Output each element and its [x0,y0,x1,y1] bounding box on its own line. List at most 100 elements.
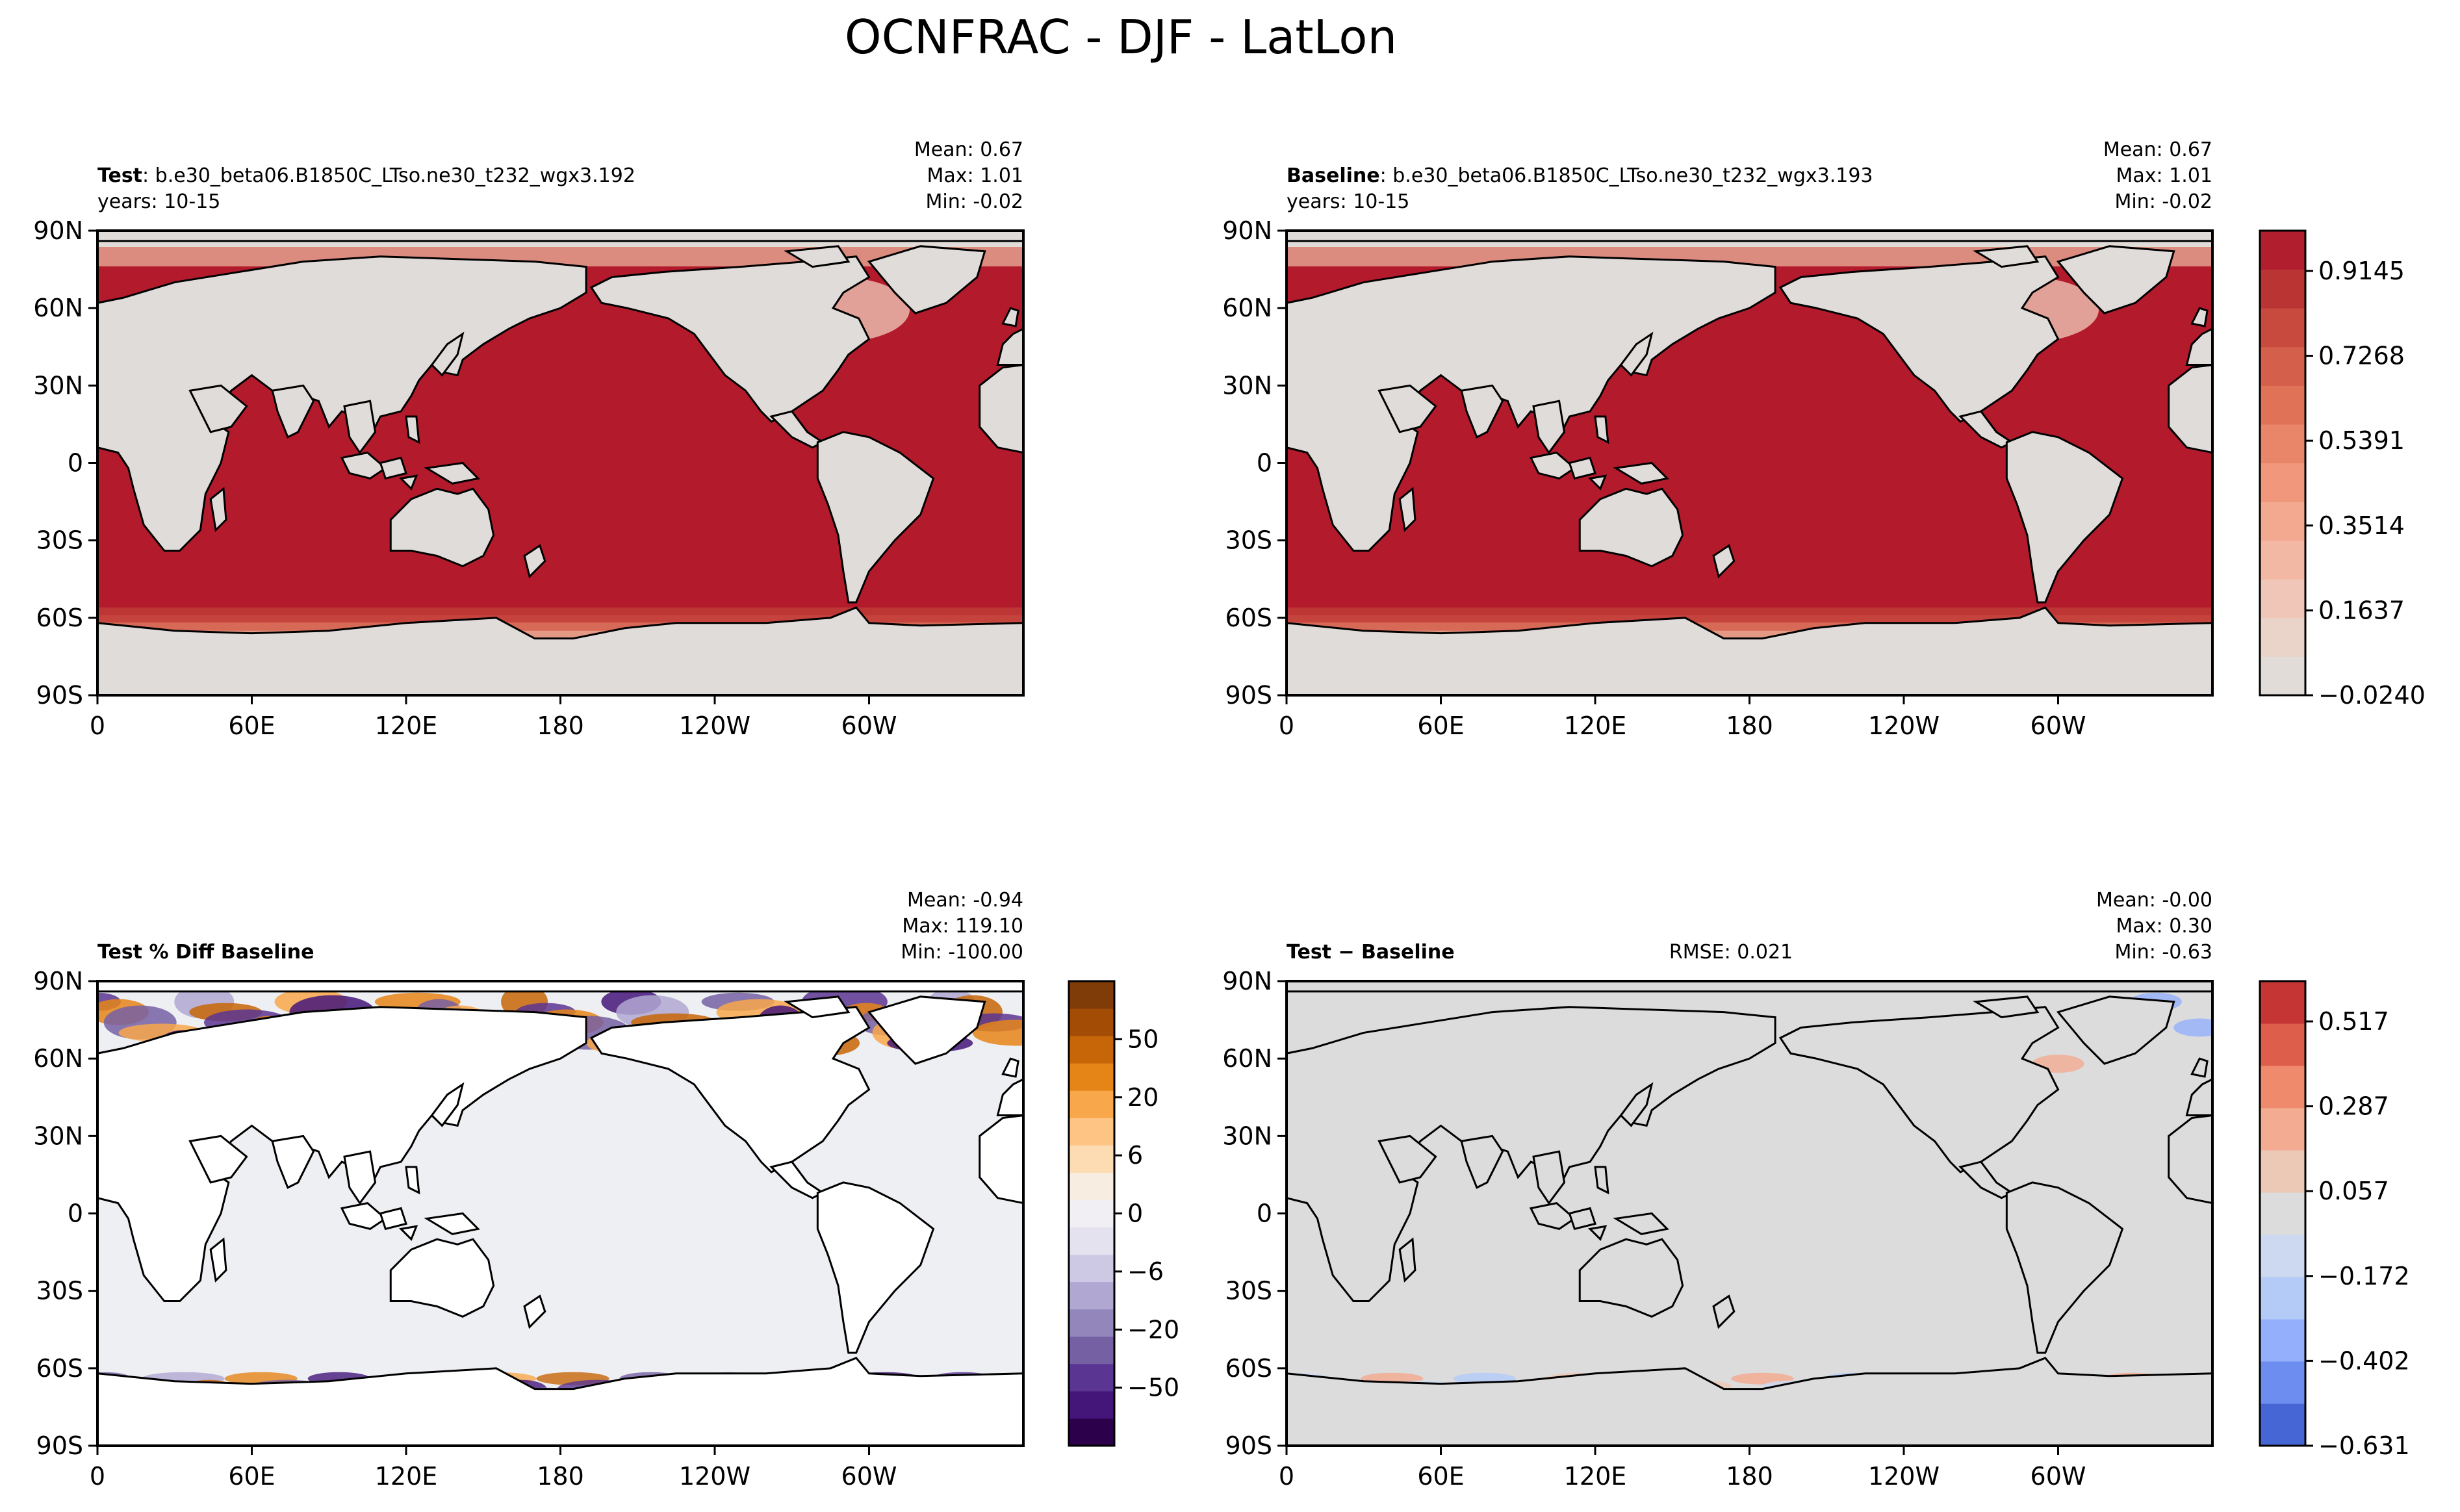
y-tick-label: 90N [33,967,83,995]
colorbar-swatch [2260,1066,2305,1108]
colorbar-swatch [1069,1118,1114,1146]
colorbar-frame [2259,980,2307,1447]
colorbar-tick-label: −50 [1127,1374,1179,1402]
colorbar-swatch [2260,1023,2305,1066]
colorbar-swatch [2260,1361,2305,1404]
map-field [97,231,1023,695]
colorbar-tick-label: 0.7268 [2318,342,2405,370]
rmse-label: RMSE: 0.021 [1669,941,1793,964]
colorbar-swatch [1069,1227,1114,1255]
map-field [1287,231,2212,695]
y-tick-label: 0 [68,1199,83,1228]
colorbar-swatch [2260,269,2305,309]
panel-case-kind: Test [97,164,142,187]
y-tick-label: 60S [36,604,83,632]
x-tick-label: 0 [90,1462,105,1491]
colorbar-tick-label: 0.057 [2318,1177,2389,1205]
colorbar-tick-label: 0.5391 [2318,426,2405,455]
x-tick-label: 120W [679,1462,750,1491]
colorbar-swatch [2260,981,2305,1024]
colorbar-swatch [2260,385,2305,425]
pct-diff-blob [972,1019,1023,1046]
panel-stat: Max: 0.30 [2116,915,2212,938]
x-tick-label: 60W [2031,711,2086,740]
y-tick-label: 60N [1222,294,1272,322]
x-tick-label: 60E [1417,1462,1464,1491]
colorbar-tick-label: −0.172 [2318,1262,2410,1290]
x-tick-label: 120W [679,711,750,740]
colorbar-tick-label: 0.1637 [2318,596,2405,624]
colorbar-swatch [2260,1319,2305,1362]
colorbar-swatch [2260,231,2305,270]
y-tick-label: 60S [1225,604,1272,632]
y-tick-label: 30N [33,1121,83,1150]
colorbar-main: 0.9145 0.7268 0.5391 0.3514 0.1637 −0.0240 [2259,229,2426,710]
colorbar-swatch [1069,1063,1114,1091]
x-tick-label: 60W [841,1462,897,1491]
y-tick-label: 90N [1222,216,1272,245]
colorbar-swatch [1069,1199,1114,1228]
x-tick-label: 60E [228,1462,275,1491]
colorbar-tick-label: 0.287 [2318,1092,2389,1121]
panel-stat: Mean: -0.00 [2096,889,2212,912]
colorbar-swatch [1069,1145,1114,1173]
panel-years: years: 10-15 [1287,190,1409,213]
x-tick-label: 60E [1417,711,1464,740]
panel-stat: Mean: 0.67 [2103,138,2212,161]
diff-blob [2173,1018,2212,1037]
map-field [97,981,1023,1446]
x-tick-label: 120E [1564,711,1627,740]
panel-case-name: : b.e30_beta06.B1850C_LTso.ne30_t232_wgx… [1380,164,1873,187]
colorbar-swatch [2260,656,2305,696]
colorbar-swatch [1069,1254,1114,1283]
y-tick-label: 90N [33,216,83,245]
colorbar-swatch [2260,1108,2305,1151]
colorbar-swatch [2260,1403,2305,1446]
colorbar-swatch [2260,579,2305,619]
x-tick-label: 0 [1279,711,1294,740]
y-tick-label: 30N [33,371,83,400]
x-tick-label: 180 [537,711,584,740]
x-tick-label: 180 [1726,1462,1773,1491]
panel-stat: Max: 1.01 [927,164,1023,187]
x-tick-label: 60E [228,711,275,740]
colorbar-swatch [1069,1172,1114,1200]
colorbar-swatch [2260,617,2305,657]
panel-stat: Mean: -0.94 [907,889,1023,912]
colorbar-pct-diff: 50 20 6 0 −6 −20 −50 [1068,980,1179,1447]
y-tick-label: 30N [1222,371,1272,400]
colorbar-swatch [2260,463,2305,502]
colorbar-tick-label: −0.631 [2318,1431,2410,1460]
colorbar-swatch [2260,540,2305,580]
colorbar-swatch [2260,1277,2305,1320]
x-tick-label: 120E [375,711,438,740]
colorbar-swatch [1069,1336,1114,1365]
colorbar-swatch [1069,1309,1114,1337]
panel-stat: Min: -100.00 [901,941,1023,964]
panel-years: years: 10-15 [97,190,220,213]
y-tick-label: 30S [36,1277,83,1305]
colorbar-swatch [1069,1363,1114,1392]
map-panel-diff: 0 60E 120E 180 120W 60W 90N 60N 30N 0 30S 60S 90S Tes… [1222,889,2214,1491]
x-tick-label: 0 [90,711,105,740]
colorbar-frame [2259,229,2307,697]
colorbar-swatch [1069,1036,1114,1064]
x-tick-label: 120E [1564,1462,1627,1491]
colorbar-tick-label: 50 [1127,1025,1159,1053]
y-tick-label: 60S [1225,1354,1272,1383]
map-panel-pctdiff: 0 60E 120E 180 120W 60W 90N 60N 30N 0 30S 60S 90S Tes… [33,889,1025,1491]
x-tick-label: 60W [841,711,897,740]
colorbar-tick-label: 0 [1127,1199,1143,1228]
panel-stat: Min: -0.63 [2115,941,2213,964]
panel-stat: Min: -0.02 [2115,190,2213,213]
y-tick-label: 0 [1257,1199,1272,1228]
colorbar-tick-label: −20 [1127,1315,1179,1344]
panel-title: Test % Diff Baseline [97,941,314,964]
colorbar-tick-label: −0.0240 [2318,681,2426,710]
y-tick-label: 60N [33,294,83,322]
y-tick-label: 60S [36,1354,83,1383]
y-tick-label: 30N [1222,1121,1272,1150]
x-tick-label: 180 [1726,711,1773,740]
colorbar-tick-label: 0.3514 [2318,511,2405,540]
